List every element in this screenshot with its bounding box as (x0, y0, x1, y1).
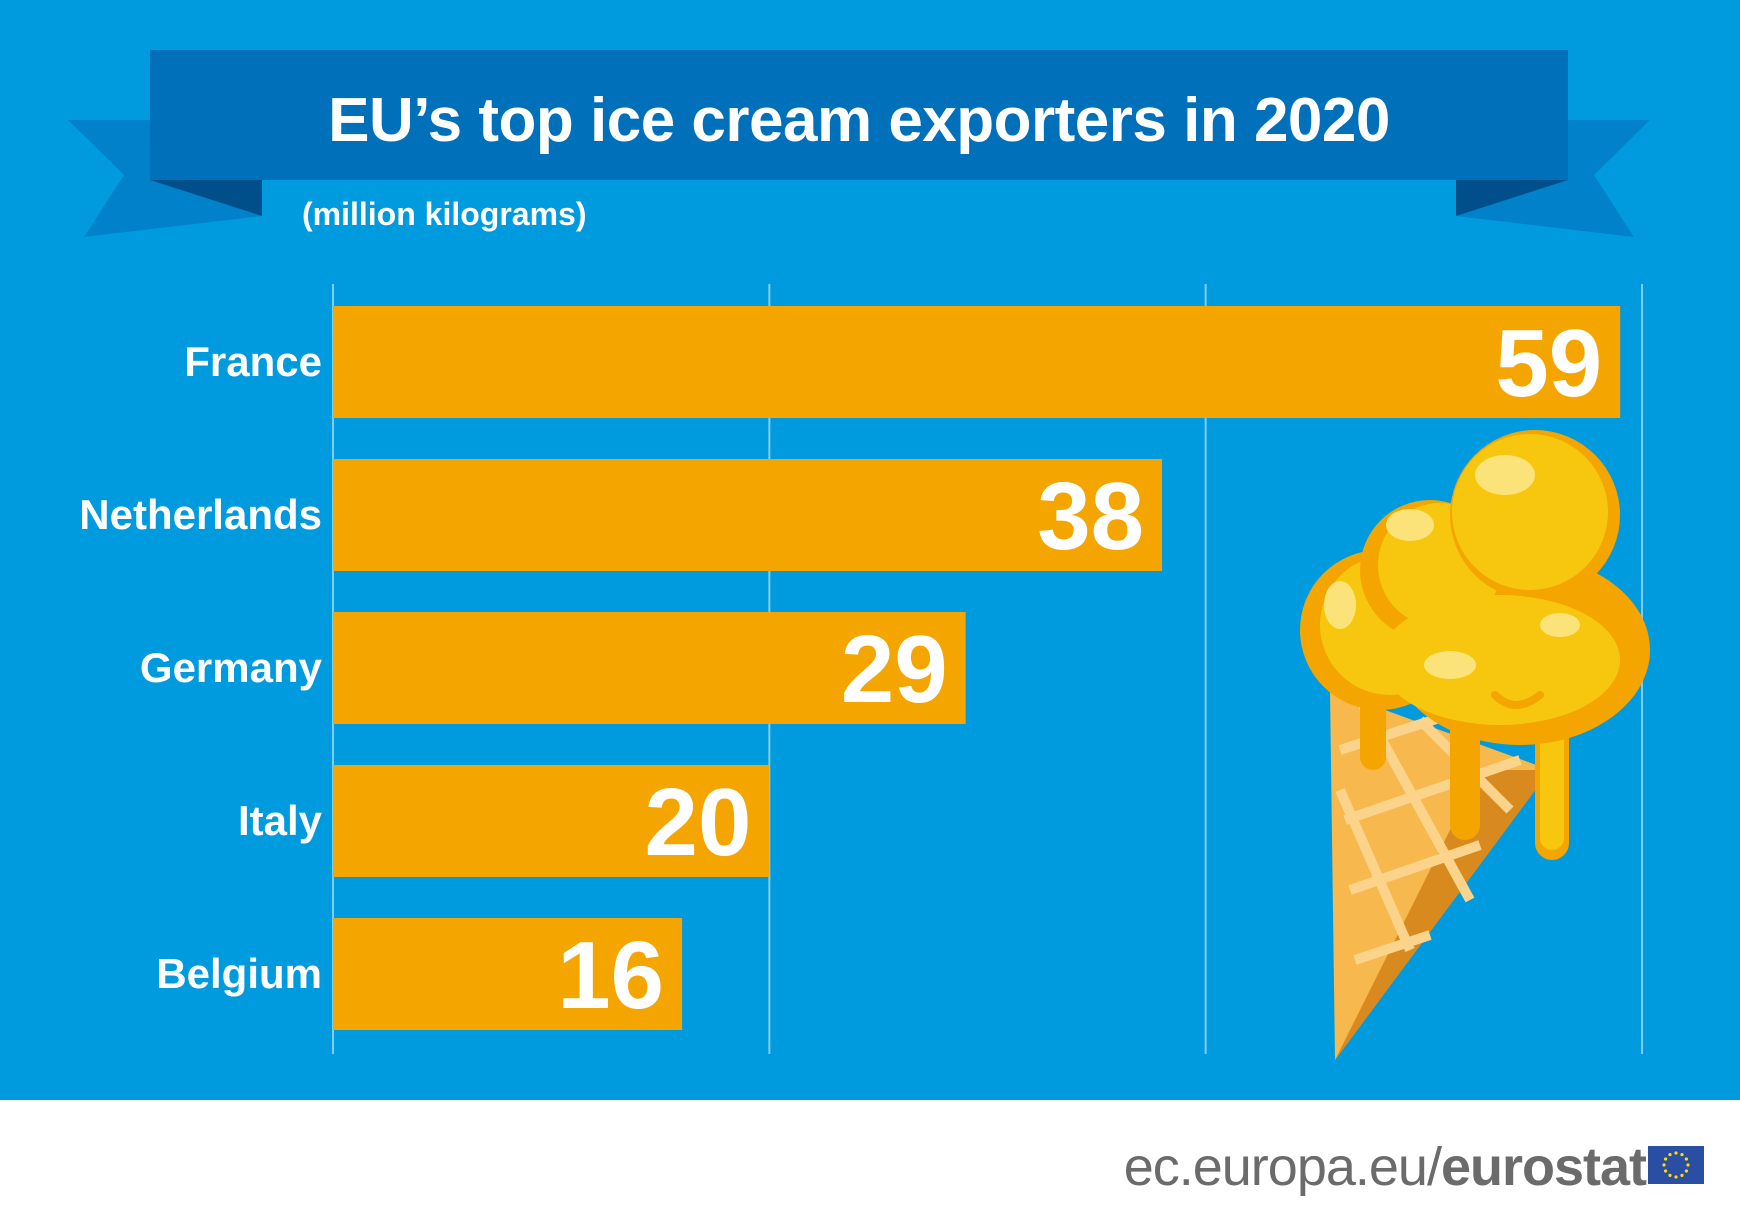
bar-chart: France 59 Netherlands 38 Germany 29 Italy 20 Bel… (79, 284, 1643, 1054)
url-eurostat: eurostat (1440, 1137, 1647, 1197)
eu-star (1674, 1175, 1678, 1179)
category-label: France (184, 338, 322, 385)
data-label: 20 (645, 769, 752, 876)
data-label: 38 (1037, 463, 1144, 570)
highlight-2 (1386, 509, 1434, 541)
data-label: 59 (1495, 310, 1602, 417)
footer: ec.europa.eu/eurostat (0, 1100, 1740, 1222)
scoop-top-face (1452, 434, 1608, 590)
ice-cream-cone-icon (1300, 430, 1650, 1060)
ribbon-tail-left (68, 120, 262, 237)
bar-italy (333, 765, 770, 877)
infographic-panel: EU’s top ice cream exporters in 2020 (mi… (0, 0, 1740, 1100)
ribbon-fold-right (1456, 180, 1568, 216)
eu-star (1674, 1151, 1678, 1155)
eu-star (1680, 1153, 1684, 1157)
ribbon-tail-right (1456, 120, 1650, 237)
eu-star (1686, 1163, 1690, 1167)
category-label: Netherlands (79, 491, 322, 538)
scoop-front (1380, 595, 1620, 725)
data-label: 29 (841, 616, 948, 723)
eu-star (1668, 1153, 1672, 1157)
chart-title: EU’s top ice cream exporters in 2020 (328, 85, 1390, 155)
category-label: Belgium (156, 950, 322, 997)
highlight-1 (1475, 455, 1535, 495)
eu-flag-stars (1662, 1151, 1690, 1179)
smile-curve (1491, 691, 1544, 709)
url-domain: ec.europa.eu/ (1123, 1137, 1442, 1197)
title-ribbon (68, 50, 1650, 237)
chart-subtitle: (million kilograms) (302, 196, 587, 232)
bar-belgium (333, 918, 683, 1030)
eu-star (1684, 1157, 1688, 1161)
eu-star (1684, 1169, 1688, 1173)
highlight-4 (1424, 651, 1476, 679)
eu-star (1662, 1163, 1666, 1167)
cone-shadow (1335, 770, 1550, 1060)
eu-star (1668, 1173, 1672, 1177)
category-label: Italy (238, 797, 323, 844)
highlight-3 (1324, 581, 1356, 629)
eurostat-url[interactable]: ec.europa.eu/eurostat (1123, 1136, 1647, 1198)
category-label: Germany (140, 644, 323, 691)
eu-flag-icon (1648, 1146, 1704, 1184)
highlight-5 (1540, 613, 1580, 637)
ribbon-band (150, 50, 1568, 180)
data-label: 16 (557, 922, 664, 1029)
eu-star (1680, 1173, 1684, 1177)
eu-star (1664, 1157, 1668, 1161)
ribbon-fold-left (150, 180, 262, 216)
bar-netherlands (333, 459, 1163, 571)
bar-germany (333, 612, 966, 724)
bar-france (333, 306, 1621, 418)
eu-star (1664, 1169, 1668, 1173)
